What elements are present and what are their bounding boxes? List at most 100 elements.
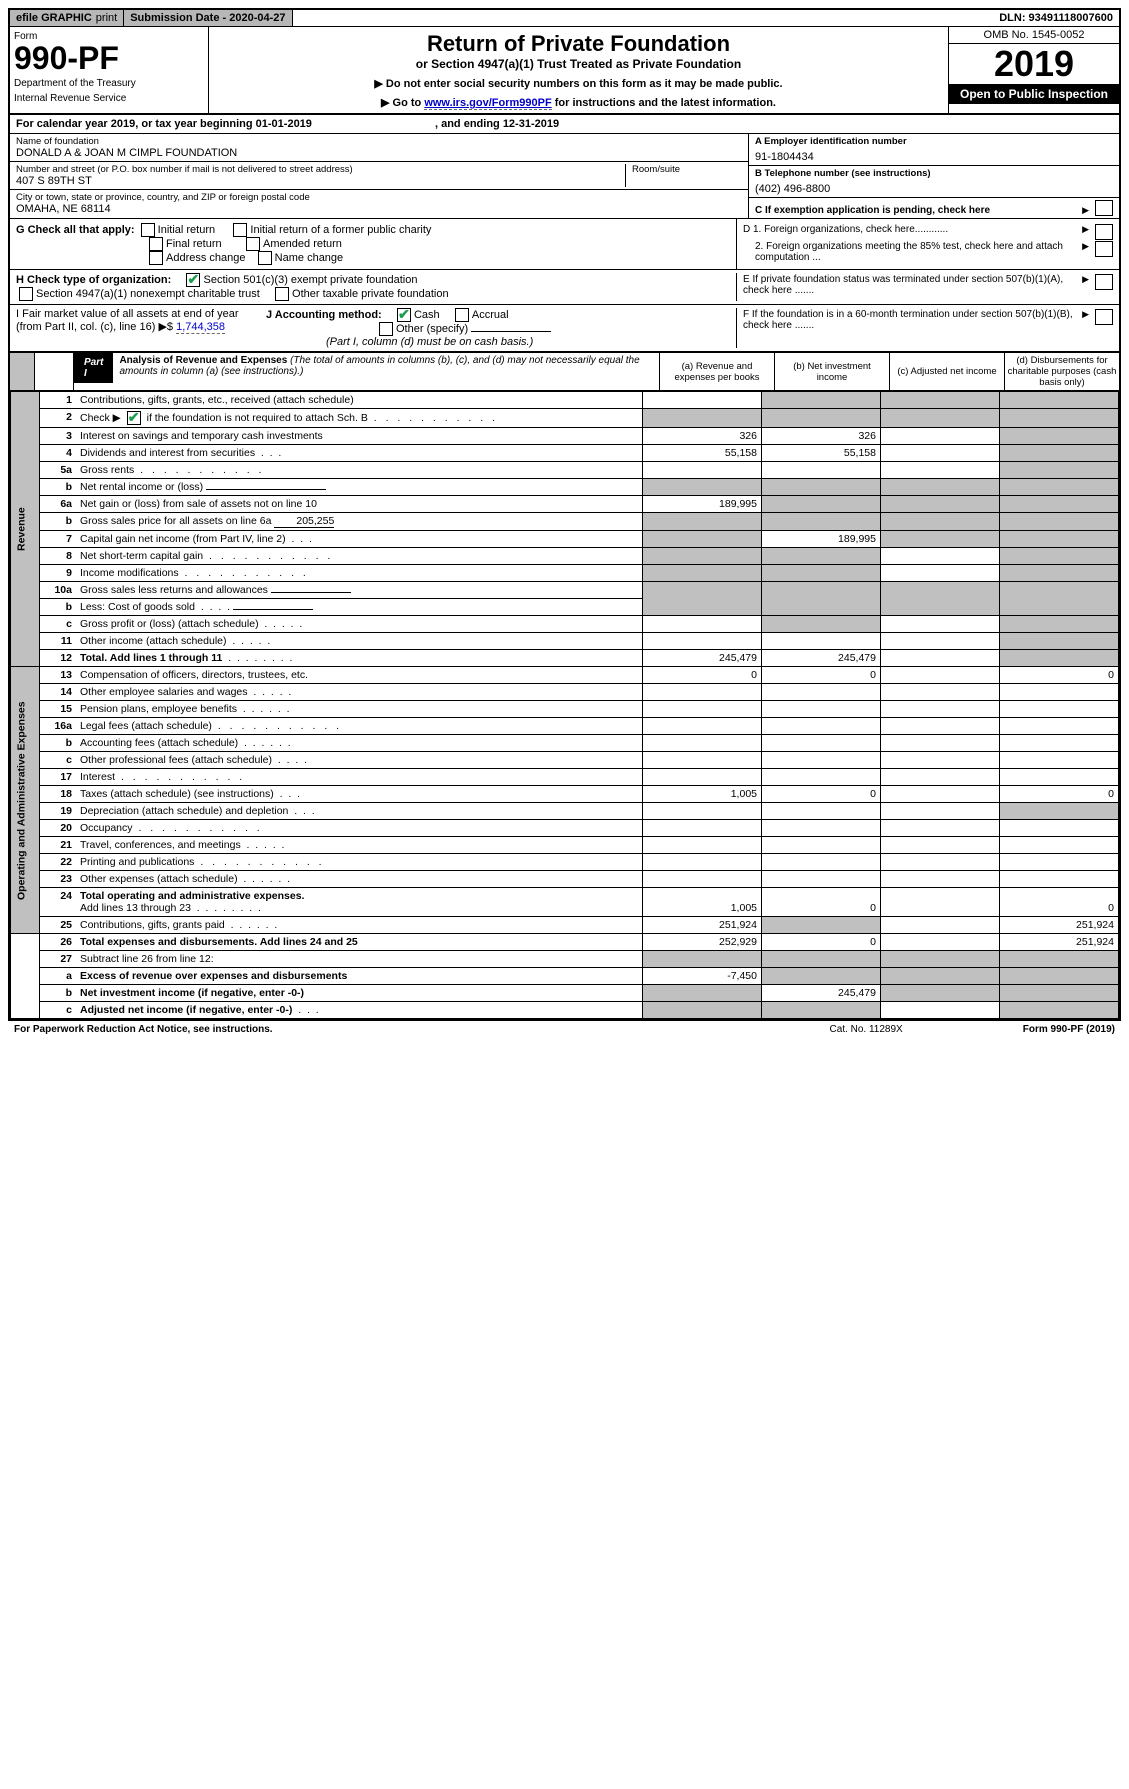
city-row: City or town, state or province, country… [10,190,748,217]
cell: 245,479 [762,985,881,1002]
blank-line [271,592,351,593]
r5b-text: Net rental income or (loss) [80,481,203,493]
name-change-checkbox[interactable] [258,251,272,265]
cell [643,392,762,409]
efile-print[interactable]: print [96,12,117,24]
tax-year: 2019 [949,44,1119,84]
initial-former-checkbox[interactable] [233,223,247,237]
cell [881,871,1000,888]
cell [1000,684,1119,701]
cell [643,616,762,633]
cell [881,531,1000,548]
f-checkbox[interactable] [1095,309,1113,325]
4947-checkbox[interactable] [19,287,33,301]
cell [762,616,881,633]
cell [762,752,881,769]
table-row: 12Total. Add lines 1 through 11 . . . . … [11,650,1119,667]
ein-row: A Employer identification number 91-1804… [749,134,1119,166]
accrual-checkbox[interactable] [455,308,469,322]
sch-b-checkbox[interactable] [127,411,141,425]
ij-row: I Fair market value of all assets at end… [10,305,1119,353]
cell [881,769,1000,786]
cell [762,871,881,888]
cell [1000,650,1119,667]
cell [643,854,762,871]
line-num: 12 [40,650,77,667]
cell [881,667,1000,684]
addr-change-checkbox[interactable] [149,251,163,265]
g-section: G Check all that apply: Initial return I… [10,219,736,269]
e-label: E If private foundation status was termi… [743,274,1082,296]
street-address: 407 S 89TH ST [16,175,619,187]
other-method-checkbox[interactable] [379,322,393,336]
line-num: 23 [40,871,77,888]
501c3-checkbox[interactable] [186,273,200,287]
cell [1000,820,1119,837]
r16c-text: Other professional fees (attach schedule… [80,754,272,766]
part1-title: Analysis of Revenue and Expenses [119,355,287,366]
cell [643,951,762,968]
foundation-name: DONALD A & JOAN M CIMPL FOUNDATION [16,147,742,159]
header: Form 990-PF Department of the Treasury I… [10,27,1119,115]
other-taxable-checkbox[interactable] [275,287,289,301]
top-bar: efile GRAPHIC print Submission Date - 20… [10,10,1119,27]
accrual-label: Accrual [472,309,509,321]
line-num: 4 [40,445,77,462]
room-label: Room/suite [632,164,742,175]
cell [881,1002,1000,1019]
irs-link[interactable]: www.irs.gov/Form990PF [424,97,551,110]
line-desc: Contributions, gifts, grants, etc., rece… [76,392,643,409]
cell [881,462,1000,479]
line-num: 25 [40,917,77,934]
cell [762,548,881,565]
table-row: 23Other expenses (attach schedule) . . .… [11,871,1119,888]
amended-checkbox[interactable] [246,237,260,251]
final-return-checkbox[interactable] [149,237,163,251]
submission-date: Submission Date - 2020-04-27 [124,10,292,26]
initial-return-checkbox[interactable] [141,223,155,237]
cell [762,803,881,820]
cell [643,479,762,496]
line-desc: Gross sales price for all assets on line… [76,513,643,531]
paperwork-notice: For Paperwork Reduction Act Notice, see … [14,1024,273,1035]
r26-text: Total expenses and disbursements. Add li… [80,936,358,948]
c-checkbox[interactable] [1095,200,1113,216]
cell [1000,871,1119,888]
line-desc: Total. Add lines 1 through 11 . . . . . … [76,650,643,667]
cell: 326 [762,428,881,445]
cell [881,951,1000,968]
other-method-label: Other (specify) [396,323,468,335]
r21-text: Travel, conferences, and meetings [80,839,241,851]
line-desc: Total expenses and disbursements. Add li… [76,934,643,951]
line-desc: Capital gain net income (from Part IV, l… [76,531,643,548]
table-row: 25Contributions, gifts, grants paid . . … [11,917,1119,934]
r10c-text: Gross profit or (loss) (attach schedule) [80,618,259,630]
cell: 55,158 [643,445,762,462]
table-row: 9Income modifications [11,565,1119,582]
line-num: 11 [40,633,77,650]
line-desc: Depreciation (attach schedule) and deple… [76,803,643,820]
form-subtitle: or Section 4947(a)(1) Trust Treated as P… [213,57,944,71]
cell [1000,392,1119,409]
r19-text: Depreciation (attach schedule) and deple… [80,805,288,817]
cash-label: Cash [414,309,440,321]
i-value[interactable]: 1,744,358 [176,321,225,334]
line-num: c [40,616,77,633]
phone-label: B Telephone number (see instructions) [755,168,1113,179]
cat-number: Cat. No. 11289X [830,1024,903,1035]
cell [643,701,762,718]
line-desc: Travel, conferences, and meetings . . . … [76,837,643,854]
d1-checkbox[interactable] [1095,224,1113,240]
cash-checkbox[interactable] [397,308,411,322]
cell [643,684,762,701]
cell [643,985,762,1002]
cell [643,820,762,837]
omb-number: OMB No. 1545-0052 [949,27,1119,44]
cell [1000,803,1119,820]
e-checkbox[interactable] [1095,274,1113,290]
j-note: (Part I, column (d) must be on cash basi… [326,336,533,348]
foundation-name-row: Name of foundation DONALD A & JOAN M CIM… [10,134,748,162]
d2-checkbox[interactable] [1095,241,1113,257]
line-num: b [40,513,77,531]
cell [762,769,881,786]
